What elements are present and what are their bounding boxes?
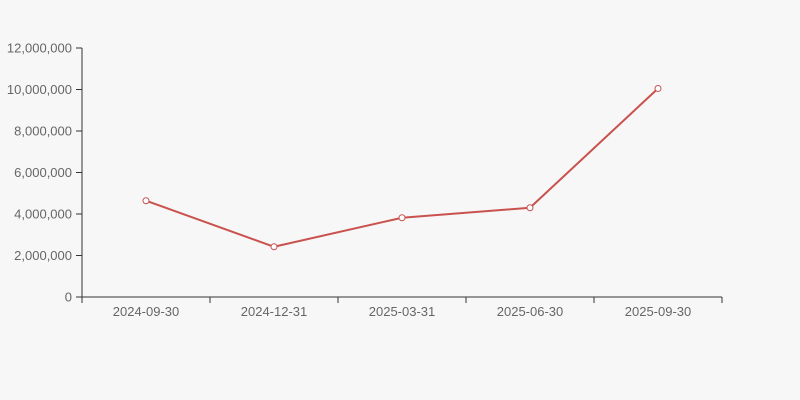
y-axis-tick-label: 6,000,000: [14, 165, 72, 180]
y-axis-tick-label: 0: [65, 290, 72, 305]
x-axis-tick-label: 2024-12-31: [241, 304, 308, 319]
x-axis-tick-label: 2024-09-30: [113, 304, 180, 319]
data-point[interactable]: [398, 214, 406, 222]
data-point[interactable]: [142, 197, 150, 205]
x-axis-tick-label: 2025-06-30: [497, 304, 564, 319]
y-axis-tick-label: 4,000,000: [14, 207, 72, 222]
data-point[interactable]: [270, 243, 278, 251]
y-axis-tick-label: 2,000,000: [14, 248, 72, 263]
data-point[interactable]: [526, 204, 534, 212]
data-point[interactable]: [654, 84, 662, 92]
y-axis-tick-label: 10,000,000: [7, 82, 72, 97]
x-axis-tick-label: 2025-03-31: [369, 304, 436, 319]
x-axis-tick-label: 2025-09-30: [625, 304, 692, 319]
y-axis-tick-label: 12,000,000: [7, 41, 72, 56]
data-line: [145, 87, 659, 248]
y-axis-tick-label: 8,000,000: [14, 124, 72, 139]
